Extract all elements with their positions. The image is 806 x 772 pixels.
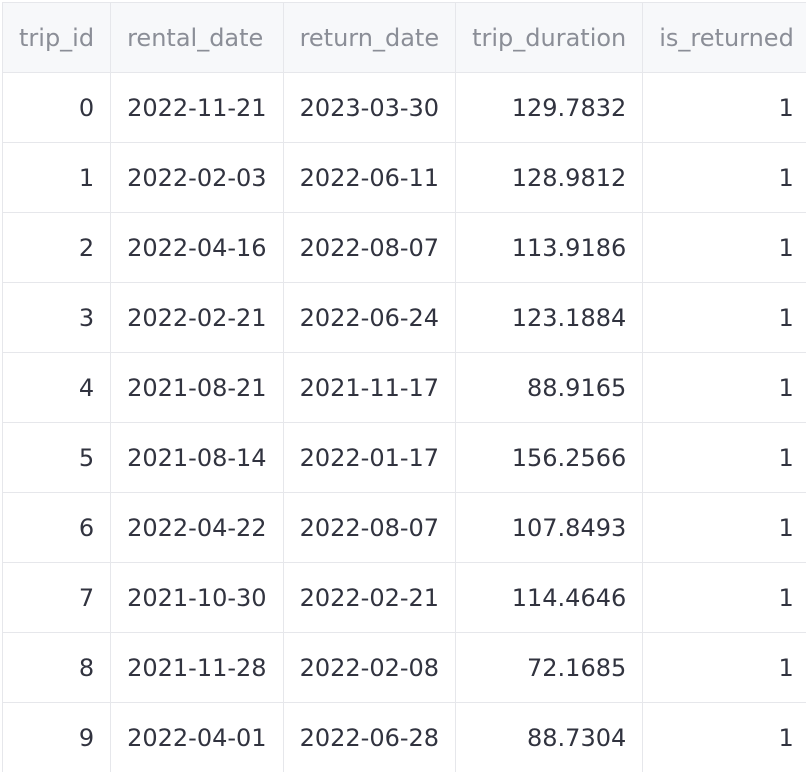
table-row[interactable]: 1 2022-02-03 2022-06-11 128.9812 1 bbox=[1, 142, 806, 213]
cell-rental-date[interactable]: 2022-04-16 bbox=[110, 212, 284, 283]
cell-rental-date[interactable]: 2021-11-28 bbox=[110, 632, 284, 703]
cell-return-date[interactable]: 2022-01-17 bbox=[282, 422, 457, 493]
cell-trip-duration[interactable]: 114.4646 bbox=[455, 562, 644, 633]
cell-trip-duration[interactable]: 88.7304 bbox=[455, 702, 644, 772]
cell-rental-date[interactable]: 2021-08-14 bbox=[110, 422, 284, 493]
column-header-is-returned[interactable]: is_returned bbox=[642, 2, 806, 73]
cell-rental-date[interactable]: 2022-04-01 bbox=[110, 702, 284, 772]
table-row[interactable]: 5 2021-08-14 2022-01-17 156.2566 1 bbox=[1, 422, 806, 493]
cell-trip-id[interactable]: 0 bbox=[1, 72, 112, 143]
cell-trip-duration[interactable]: 113.9186 bbox=[455, 212, 644, 283]
cell-is-returned[interactable]: 1 bbox=[642, 352, 806, 423]
cell-return-date[interactable]: 2022-02-08 bbox=[282, 632, 457, 703]
column-header-rental-date[interactable]: rental_date bbox=[110, 2, 284, 73]
cell-trip-duration[interactable]: 107.8493 bbox=[455, 492, 644, 563]
cell-trip-id[interactable]: 7 bbox=[1, 562, 112, 633]
cell-return-date[interactable]: 2021-11-17 bbox=[282, 352, 457, 423]
cell-rental-date[interactable]: 2022-02-21 bbox=[110, 282, 284, 353]
cell-is-returned[interactable]: 1 bbox=[642, 422, 806, 493]
cell-is-returned[interactable]: 1 bbox=[642, 632, 806, 703]
cell-trip-duration[interactable]: 123.1884 bbox=[455, 282, 644, 353]
cell-trip-id[interactable]: 1 bbox=[1, 142, 112, 213]
cell-is-returned[interactable]: 1 bbox=[642, 142, 806, 213]
cell-trip-id[interactable]: 3 bbox=[1, 282, 112, 353]
table-header: trip_id rental_date return_date trip_dur… bbox=[1, 2, 806, 73]
cell-is-returned[interactable]: 1 bbox=[642, 72, 806, 143]
cell-trip-id[interactable]: 9 bbox=[1, 702, 112, 772]
cell-trip-duration[interactable]: 88.9165 bbox=[455, 352, 644, 423]
column-header-trip-duration[interactable]: trip_duration bbox=[455, 2, 644, 73]
cell-trip-id[interactable]: 4 bbox=[1, 352, 112, 423]
cell-rental-date[interactable]: 2021-10-30 bbox=[110, 562, 284, 633]
cell-rental-date[interactable]: 2022-02-03 bbox=[110, 142, 284, 213]
table-row[interactable]: 0 2022-11-21 2023-03-30 129.7832 1 bbox=[1, 72, 806, 143]
table-row[interactable]: 4 2021-08-21 2021-11-17 88.9165 1 bbox=[1, 352, 806, 423]
cell-return-date[interactable]: 2022-02-21 bbox=[282, 562, 457, 633]
column-header-return-date[interactable]: return_date bbox=[282, 2, 457, 73]
cell-return-date[interactable]: 2022-08-07 bbox=[282, 492, 457, 563]
cell-trip-duration[interactable]: 129.7832 bbox=[455, 72, 644, 143]
cell-trip-id[interactable]: 5 bbox=[1, 422, 112, 493]
cell-trip-id[interactable]: 6 bbox=[1, 492, 112, 563]
cell-trip-duration[interactable]: 72.1685 bbox=[455, 632, 644, 703]
table-body: 0 2022-11-21 2023-03-30 129.7832 1 1 2022-02-0… bbox=[1, 72, 806, 772]
table-row[interactable]: 7 2021-10-30 2022-02-21 114.4646 1 bbox=[1, 562, 806, 633]
column-header-trip-id[interactable]: trip_id bbox=[1, 2, 112, 73]
table-row[interactable]: 6 2022-04-22 2022-08-07 107.8493 1 bbox=[1, 492, 806, 563]
cell-is-returned[interactable]: 1 bbox=[642, 702, 806, 772]
cell-return-date[interactable]: 2022-06-24 bbox=[282, 282, 457, 353]
header-row: trip_id rental_date return_date trip_dur… bbox=[1, 2, 806, 73]
cell-is-returned[interactable]: 1 bbox=[642, 282, 806, 353]
cell-is-returned[interactable]: 1 bbox=[642, 212, 806, 283]
cell-trip-duration[interactable]: 128.9812 bbox=[455, 142, 644, 213]
cell-return-date[interactable]: 2023-03-30 bbox=[282, 72, 457, 143]
cell-rental-date[interactable]: 2022-04-22 bbox=[110, 492, 284, 563]
cell-return-date[interactable]: 2022-06-28 bbox=[282, 702, 457, 772]
cell-return-date[interactable]: 2022-08-07 bbox=[282, 212, 457, 283]
table-row[interactable]: 9 2022-04-01 2022-06-28 88.7304 1 bbox=[1, 702, 806, 772]
table-row[interactable]: 3 2022-02-21 2022-06-24 123.1884 1 bbox=[1, 282, 806, 353]
cell-return-date[interactable]: 2022-06-11 bbox=[282, 142, 457, 213]
cell-trip-id[interactable]: 2 bbox=[1, 212, 112, 283]
table-row[interactable]: 8 2021-11-28 2022-02-08 72.1685 1 bbox=[1, 632, 806, 703]
cell-trip-duration[interactable]: 156.2566 bbox=[455, 422, 644, 493]
cell-is-returned[interactable]: 1 bbox=[642, 562, 806, 633]
table-row[interactable]: 2 2022-04-16 2022-08-07 113.9186 1 bbox=[1, 212, 806, 283]
cell-rental-date[interactable]: 2022-11-21 bbox=[110, 72, 284, 143]
cell-rental-date[interactable]: 2021-08-21 bbox=[110, 352, 284, 423]
cell-trip-id[interactable]: 8 bbox=[1, 632, 112, 703]
cell-is-returned[interactable]: 1 bbox=[642, 492, 806, 563]
